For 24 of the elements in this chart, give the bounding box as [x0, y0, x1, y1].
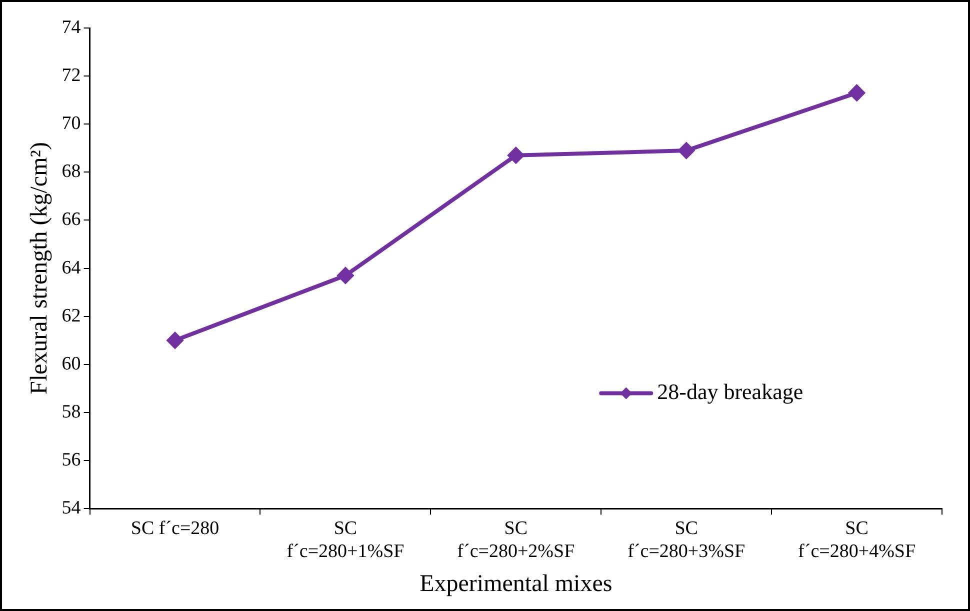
x-tick-label: SC f´c=280 [130, 518, 220, 539]
y-tick-label: 68 [62, 161, 81, 182]
point [848, 84, 865, 101]
point [508, 147, 524, 164]
x-tick-label: SC f´c=280+1%SF [286, 518, 404, 562]
point [167, 332, 184, 348]
y-tick-label: 72 [62, 65, 81, 86]
x-axis-title: Experimental mixes [420, 570, 612, 597]
y-tick-label: 64 [62, 257, 82, 278]
y-tick-label: 62 [62, 305, 81, 326]
y-tick-label: 56 [62, 450, 81, 471]
x-tick-label: SC f´c=280+3%SF [628, 518, 746, 562]
y-tick-label: 70 [62, 113, 81, 134]
y-tick-label: 74 [62, 16, 82, 38]
y-tick-label: 66 [62, 209, 81, 230]
y-tick-label: 58 [62, 401, 81, 422]
y-tick-label: 60 [62, 353, 81, 374]
y-axis-title: Flexural strength (kg/cm²) [26, 142, 53, 395]
legend-label: 28-day breakage [657, 379, 804, 404]
x-tick-label: SC f´c=280+4%SF [798, 518, 916, 562]
point [337, 268, 354, 284]
y-tick-label: 54 [62, 498, 82, 519]
point [678, 142, 694, 159]
x-tick-label: SC f´c=280+2%SF [457, 518, 575, 562]
